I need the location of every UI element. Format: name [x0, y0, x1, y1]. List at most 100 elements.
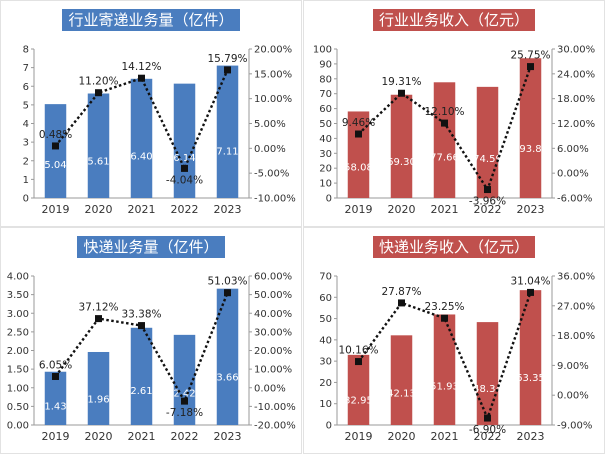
bar-value-label: 2.61 [130, 386, 152, 397]
growth-marker [484, 414, 491, 422]
bar-value-label: 58.08 [344, 163, 373, 174]
right-tick-label: 5.00% [254, 119, 286, 130]
bar-value-label: 5.04 [44, 160, 66, 171]
growth-marker [138, 322, 145, 330]
right-tick-label: 18.00% [557, 94, 595, 105]
bar [216, 288, 239, 425]
right-tick-label: 15.00% [254, 69, 292, 80]
left-tick-label: 70 [319, 272, 332, 283]
growth-marker [441, 314, 448, 322]
right-tick-label: 12.00% [557, 119, 595, 130]
right-tick-label: 60.00% [254, 272, 292, 283]
bar [216, 65, 239, 198]
growth-label: -6.90% [469, 424, 506, 436]
chart-title-2: 行业业务收入（亿元） [372, 9, 535, 31]
growth-marker [95, 89, 102, 97]
growth-marker [224, 66, 231, 74]
left-tick-label: 70 [319, 89, 332, 100]
left-tick-label: 2.50 [7, 327, 29, 338]
bar-value-label: 1.43 [44, 401, 66, 412]
x-tick-label: 2021 [431, 203, 459, 216]
left-tick-label: 40 [319, 335, 332, 346]
growth-label: 25.75% [510, 50, 550, 62]
left-tick-label: 30 [319, 357, 332, 368]
x-tick-label: 2022 [474, 203, 502, 216]
growth-line [54, 69, 229, 172]
left-tick-label: 0.50 [7, 402, 29, 413]
growth-marker [95, 315, 102, 323]
growth-marker [138, 74, 145, 82]
bar-value-label: 77.66 [430, 153, 459, 164]
right-tick-label: -20.00% [254, 421, 296, 432]
left-tick-label: 7 [23, 63, 29, 74]
left-tick-label: 80 [319, 74, 332, 85]
growth-label: 9.46% [342, 117, 375, 129]
right-tick-label: 20.00% [254, 346, 292, 357]
growth-marker [355, 358, 362, 366]
left-tick-label: 90 [319, 59, 332, 70]
left-tick-label: 20 [319, 378, 332, 389]
x-tick-label: 2023 [517, 203, 545, 216]
left-tick-label: 0.00 [7, 421, 29, 432]
bar-value-label: 3.66 [216, 372, 238, 383]
bar [390, 335, 413, 425]
bar [476, 322, 499, 425]
bar [87, 351, 110, 425]
bar-value-label: 51.93 [430, 381, 459, 392]
bar-value-label: 6.14 [173, 153, 195, 164]
right-tick-label: -6.00% [557, 194, 592, 205]
bar-value-label: 32.95 [344, 395, 373, 406]
bar [347, 354, 370, 425]
left-tick-label: 50 [319, 314, 332, 325]
x-tick-label: 2019 [345, 430, 373, 443]
right-tick-label: 20.00% [254, 45, 292, 56]
left-tick-label: 6 [23, 82, 29, 93]
bar [87, 93, 110, 198]
right-tick-label: 10.00% [254, 365, 292, 376]
chart-title-wrap-4: 快递业务收入（亿元） [304, 236, 604, 258]
bar [130, 78, 153, 198]
x-tick-label: 2022 [171, 430, 199, 443]
left-tick-label: 4 [23, 119, 29, 130]
bar-value-label: 42.13 [387, 389, 416, 400]
growth-marker [527, 288, 534, 296]
left-tick-label: 0 [326, 194, 332, 205]
growth-label: 14.12% [121, 61, 161, 73]
growth-label: 6.05% [39, 359, 72, 371]
right-tick-label: 30.00% [557, 45, 595, 56]
bar-value-label: 2.42 [173, 388, 195, 399]
x-tick-label: 2023 [214, 430, 242, 443]
growth-marker [224, 289, 231, 297]
chart-title-wrap-3: 快递业务量（亿件） [1, 236, 301, 258]
chart-panel-1: 0 1 2 3 4 5 6 7 8 -10.00% -5.00% 0.00% 5.00% 10.00% 15… [0, 0, 302, 227]
bar [519, 58, 542, 198]
x-tick-label: 2023 [214, 203, 242, 216]
x-tick-label: 2020 [388, 430, 416, 443]
x-tick-label: 2021 [128, 203, 156, 216]
growth-marker [355, 130, 362, 138]
x-tick-label: 2020 [85, 430, 113, 443]
bar [476, 86, 499, 198]
growth-label: 15.79% [207, 53, 247, 65]
bar [44, 104, 67, 198]
growth-label: 27.87% [381, 286, 421, 298]
bar [173, 334, 196, 425]
growth-label: 23.25% [424, 301, 464, 313]
bar-value-label: 93.8 [519, 144, 541, 155]
growth-label: 19.31% [381, 76, 421, 88]
chart-title-3: 快递业务量（亿件） [77, 236, 225, 258]
right-tick-label: 30.00% [254, 327, 292, 338]
x-tick-label: 2021 [431, 430, 459, 443]
growth-label: -4.04% [166, 174, 203, 186]
bar-value-label: 63.35 [516, 373, 545, 384]
x-tick-label: 2019 [42, 203, 70, 216]
left-tick-label: 1.50 [7, 365, 29, 376]
growth-line [357, 292, 532, 422]
right-tick-label: 50.00% [254, 290, 292, 301]
chart-panel-3: 0.00 0.50 1.00 1.50 2.00 2.50 3.00 3.50 4.00 -20.… [0, 227, 302, 454]
left-tick-label: 100 [313, 45, 332, 56]
growth-marker [181, 164, 188, 172]
growth-label: -3.96% [469, 196, 506, 208]
growth-label: -7.18% [166, 407, 203, 419]
chart-panel-2: 0 10 20 30 40 50 60 70 80 90 100 -6.00% 0.00% 6.00% 12… [303, 0, 605, 227]
